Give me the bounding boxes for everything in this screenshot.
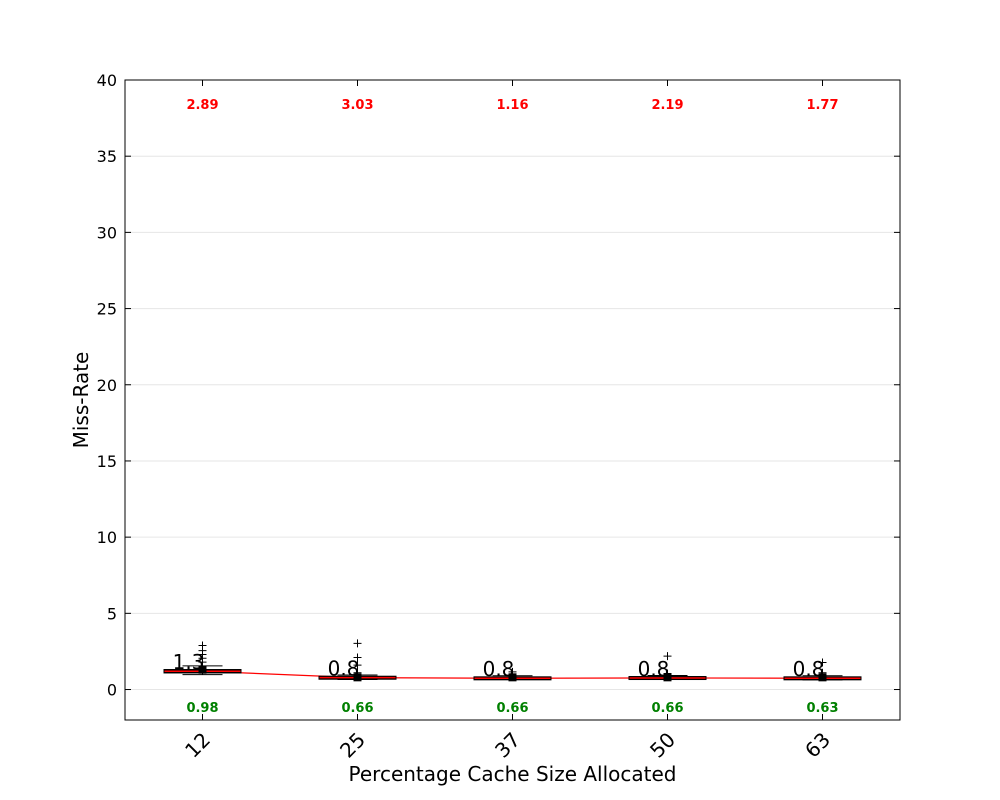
max-value-label: 3.03	[341, 98, 373, 113]
box-63	[783, 658, 862, 682]
min-value-label: 0.63	[806, 701, 838, 716]
box-12	[163, 641, 242, 676]
flier-point	[353, 653, 362, 662]
median-value-label: 0.8	[328, 657, 360, 681]
annotation-labels-layer: 2.89 0.98 1.3 3.03 0.66 0.8 1.16 0.66 0.8 2.19 0.6…	[173, 98, 839, 716]
y-tick-label: 40	[97, 71, 117, 90]
median-value-label: 0.8	[638, 657, 670, 681]
flier-point	[508, 667, 517, 676]
median-value-label: 0.8	[793, 657, 825, 681]
box-50	[628, 652, 707, 682]
y-tick-label: 25	[97, 300, 117, 319]
flier-point	[353, 639, 362, 648]
flier-point	[353, 661, 362, 670]
flier-point	[663, 669, 672, 678]
max-value-label: 2.89	[186, 98, 218, 113]
mean-marker	[198, 665, 207, 674]
median-value-label: 1.3	[173, 650, 205, 674]
median-value-label: 0.8	[483, 657, 515, 681]
y-tick-label: 35	[97, 147, 117, 166]
plot-frame	[124, 79, 901, 721]
box-37	[473, 667, 552, 682]
flier-point	[198, 641, 207, 650]
min-value-label: 0.66	[341, 701, 373, 716]
x-tick-label: 50	[645, 728, 680, 763]
flier-point	[353, 668, 362, 677]
max-value-label: 2.19	[651, 98, 683, 113]
y-tick-label: 30	[97, 223, 117, 242]
y-axis-title: Miss-Rate	[69, 352, 93, 449]
flier-point	[818, 668, 827, 677]
y-tick-label: 20	[97, 376, 117, 395]
x-tick-label: 37	[490, 728, 525, 763]
flier-point	[663, 652, 672, 661]
max-value-label: 1.16	[496, 98, 528, 113]
y-tick-label: 0	[107, 681, 117, 700]
mean-marker	[818, 673, 827, 682]
y-tick-label: 5	[107, 604, 117, 623]
min-value-label: 0.66	[496, 701, 528, 716]
grid-lines	[125, 79, 900, 691]
boxes-layer	[163, 639, 862, 682]
min-value-label: 0.98	[186, 701, 218, 716]
flier-point	[818, 658, 827, 667]
box-25	[318, 639, 397, 682]
max-value-label: 1.77	[806, 98, 838, 113]
y-tick-label: 15	[97, 452, 117, 471]
x-tick-label: 12	[180, 728, 215, 763]
mean-marker	[353, 673, 362, 682]
x-tick-label: 25	[335, 728, 370, 763]
x-tick-label: 63	[800, 728, 835, 763]
min-value-label: 0.66	[651, 701, 683, 716]
x-axis-title: Percentage Cache Size Allocated	[349, 762, 677, 786]
y-tick-label: 10	[97, 528, 117, 547]
